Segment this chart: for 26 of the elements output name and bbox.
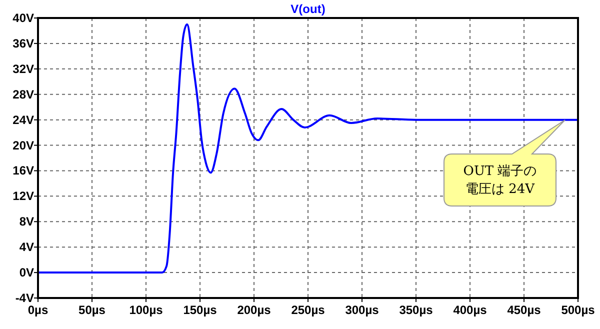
y-tick-label: 8V: [19, 214, 34, 229]
y-tick-label: 40V: [12, 11, 34, 25]
y-tick-label: 4V: [19, 240, 34, 254]
y-tick-label: 16V: [12, 164, 34, 178]
x-tick-label: 100µs: [129, 303, 164, 317]
annotation: OUT 端子の電圧は 24V: [463, 164, 537, 197]
y-tick-label: 36V: [12, 36, 34, 50]
x-tick-label: 450µs: [507, 303, 542, 317]
y-tick-label: 12V: [12, 189, 34, 204]
x-tick-label: 500µs: [561, 303, 596, 317]
chart-title: V(out): [290, 2, 326, 16]
y-tick-label: -4V: [15, 291, 34, 305]
y-tick-label: 28V: [12, 87, 34, 102]
x-tick-label: 150µs: [183, 303, 218, 317]
x-tick-label: 250µs: [291, 303, 326, 317]
x-tick-label: 0µs: [28, 303, 48, 317]
line-series: [37, 23, 579, 274]
x-tick-label: 50µs: [78, 303, 106, 317]
y-tick-label: 24V: [12, 112, 34, 127]
y-tick-label: 0V: [19, 266, 34, 280]
x-tick-label: 400µs: [453, 303, 488, 317]
x-tick-label: 200µs: [237, 303, 272, 317]
y-tick-label: 20V: [12, 138, 34, 152]
x-tick-label: 350µs: [399, 303, 434, 317]
x-tick-label: 300µs: [345, 303, 380, 317]
y-tick-label: 32V: [12, 62, 34, 76]
